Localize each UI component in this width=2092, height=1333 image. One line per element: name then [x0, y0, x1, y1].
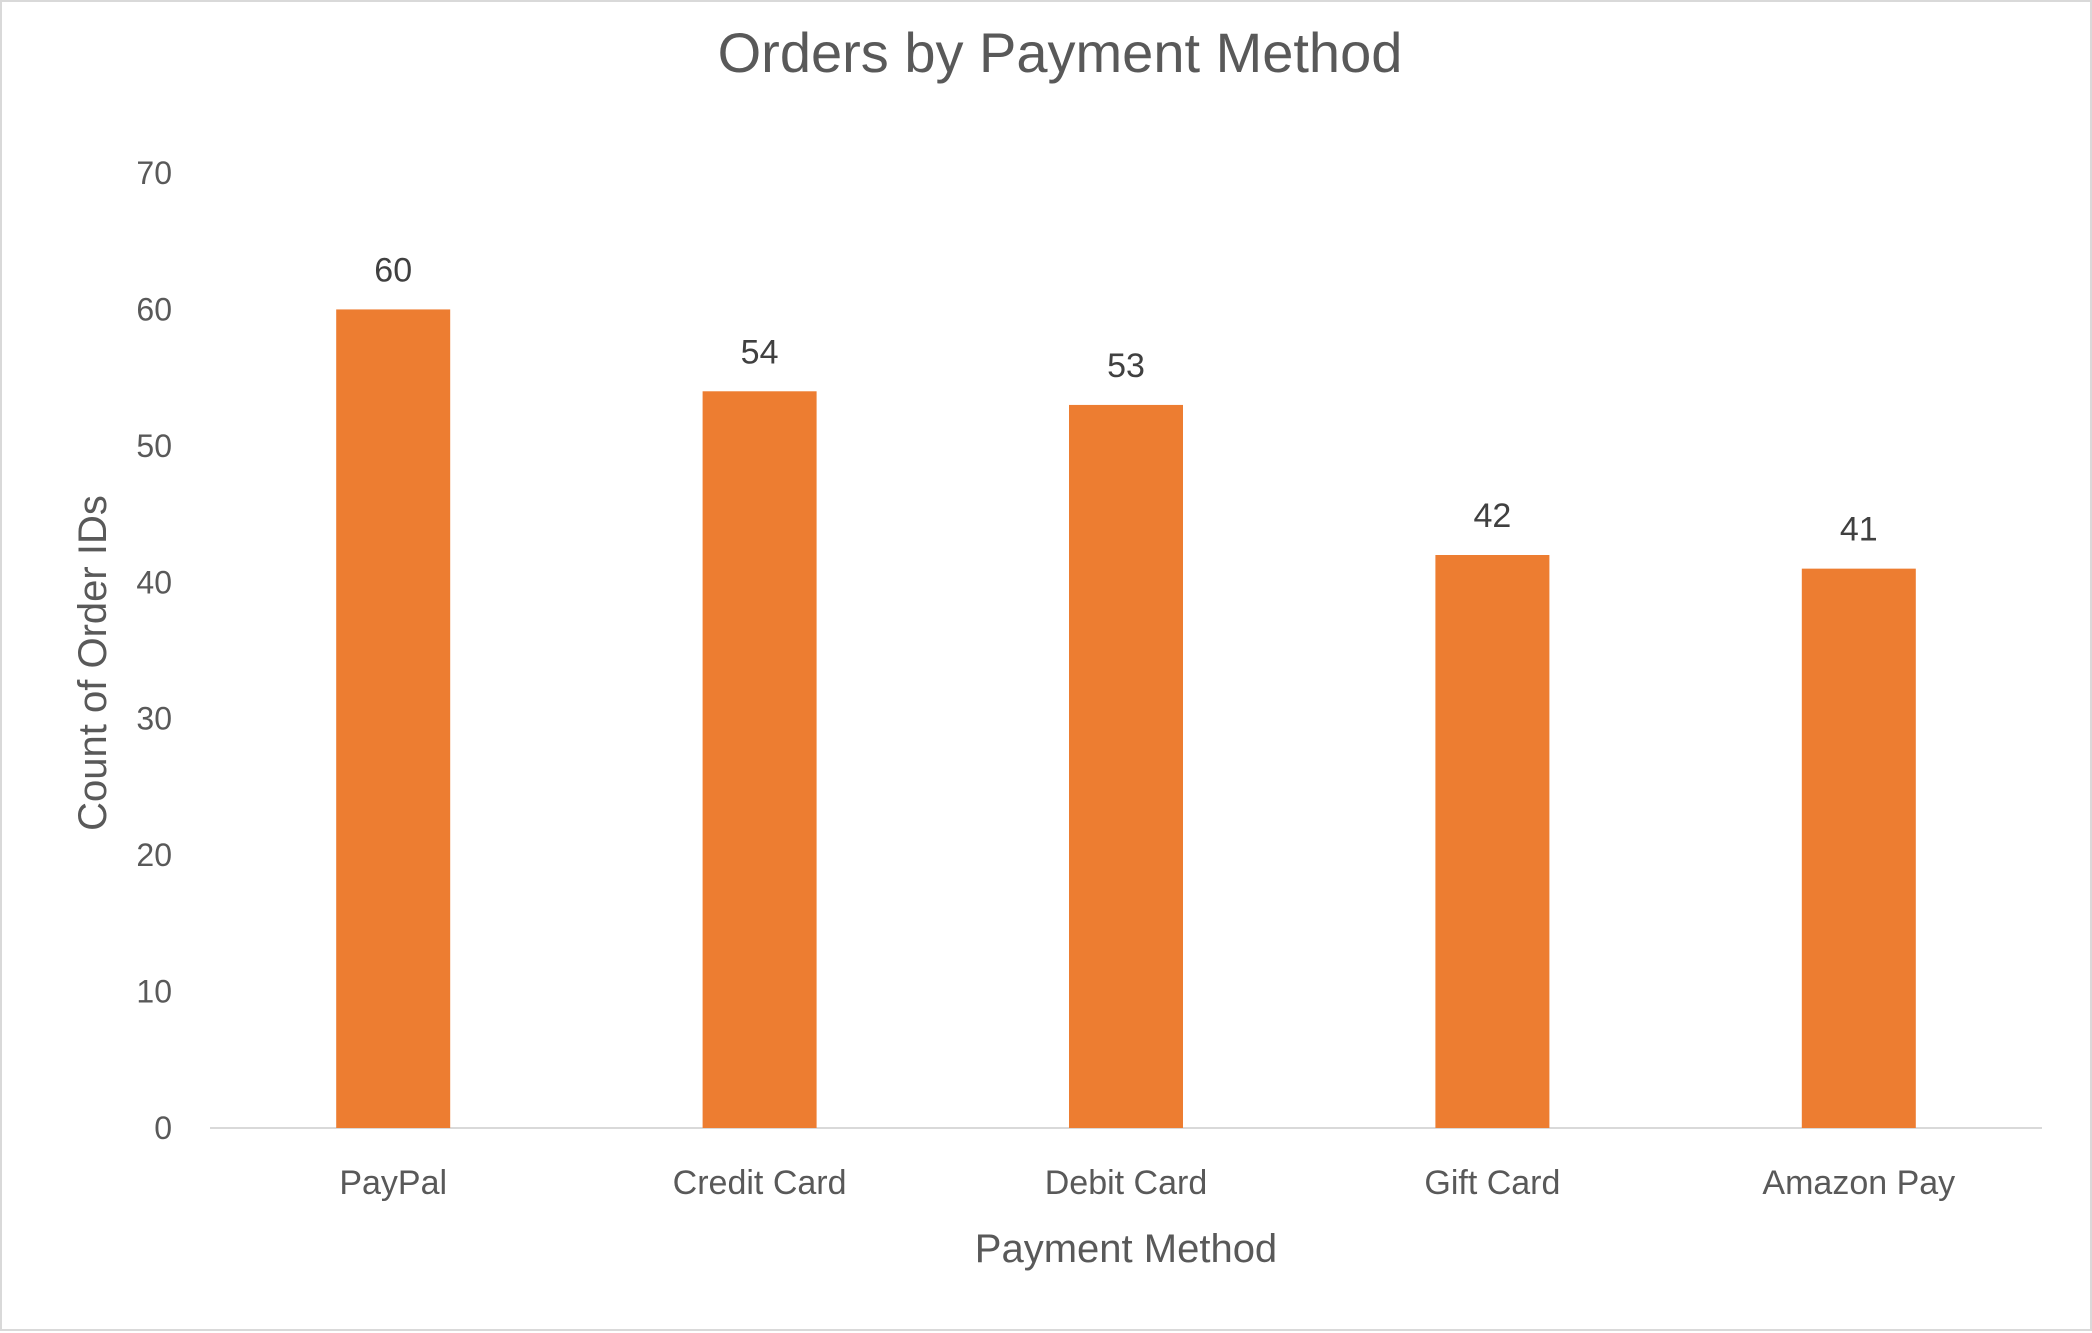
data-label: 41 [1840, 511, 1878, 549]
data-label: 54 [741, 333, 779, 371]
y-tick-label: 70 [136, 155, 172, 191]
x-axis-ticks: PayPal Credit Card Debit Card Gift Card Amaz… [339, 1164, 1955, 1202]
y-tick-label: 20 [136, 837, 172, 873]
data-label: 60 [374, 251, 412, 289]
y-axis-ticks: 0 10 20 30 40 50 60 70 [136, 155, 172, 1146]
data-labels: 60 54 53 42 41 [374, 251, 1877, 548]
y-tick-label: 10 [136, 974, 172, 1010]
y-tick-label: 50 [136, 428, 172, 464]
x-tick-label: Amazon Pay [1762, 1164, 1955, 1202]
bar [336, 309, 451, 1128]
data-label: 53 [1107, 347, 1145, 385]
y-tick-label: 60 [136, 291, 172, 327]
x-tick-label: Gift Card [1424, 1164, 1560, 1202]
y-axis-title: Count of Order IDs [71, 495, 115, 831]
x-tick-label: Debit Card [1045, 1164, 1208, 1202]
bars [336, 309, 1916, 1128]
x-axis-title: Payment Method [975, 1227, 1277, 1271]
bar [1435, 555, 1550, 1128]
y-tick-label: 0 [154, 1110, 172, 1146]
y-tick-label: 30 [136, 701, 172, 737]
y-tick-label: 40 [136, 564, 172, 600]
bar [702, 391, 817, 1128]
chart-title: Orders by Payment Method [718, 21, 1403, 84]
x-tick-label: PayPal [339, 1164, 447, 1202]
data-label: 42 [1473, 497, 1511, 535]
x-tick-label: Credit Card [673, 1164, 847, 1202]
bar [1069, 404, 1183, 1128]
bar [1801, 568, 1916, 1128]
